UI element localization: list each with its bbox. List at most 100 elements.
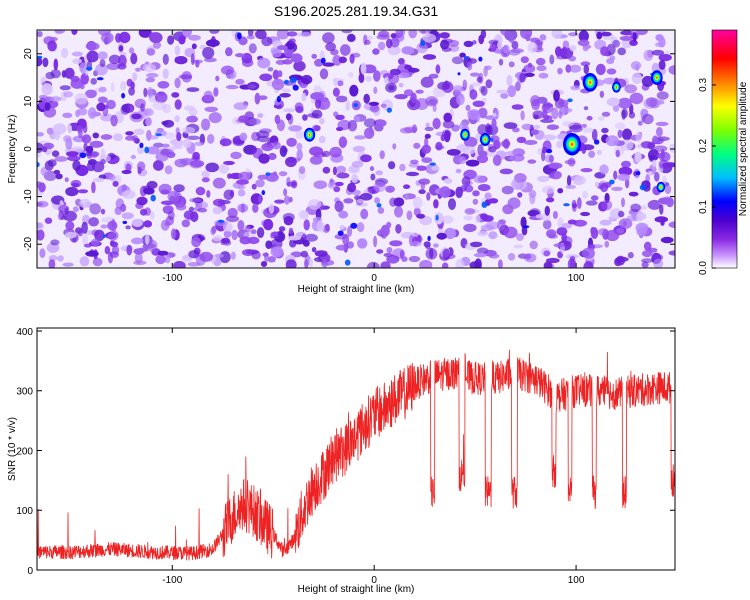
heatmap-cell <box>278 226 286 232</box>
heatmap-cell <box>72 58 82 64</box>
heatmap-cell <box>310 92 324 101</box>
heatmap-cell <box>170 228 177 240</box>
heatmap-cell <box>241 249 255 256</box>
heatmap-cell <box>82 123 88 134</box>
heatmap-cell <box>221 237 231 244</box>
colorbar-tick-label: 0.3 <box>698 78 709 92</box>
heatmap-cell <box>618 97 632 109</box>
heatmap-cell <box>389 240 403 247</box>
heatmap-cell <box>285 259 297 268</box>
heatmap-cell <box>379 150 385 160</box>
heatmap-cell <box>276 30 290 40</box>
heatmap-cell <box>281 88 291 93</box>
heatmap-cell <box>257 174 269 180</box>
heatmap-cell <box>287 113 294 125</box>
heatmap-cell <box>343 198 354 204</box>
heatmap-cell <box>416 165 427 171</box>
heatmap-cell <box>252 203 259 213</box>
heatmap-cell <box>96 77 104 81</box>
heatmap-cell <box>550 170 562 180</box>
heatmap-cell <box>51 150 60 157</box>
heatmap-cell <box>519 72 526 83</box>
heatmap-cell <box>601 111 611 117</box>
heatmap-cell <box>421 144 431 154</box>
heatmap-cell <box>212 177 226 189</box>
heatmap-cell <box>132 135 139 143</box>
heatmap-cell <box>511 40 519 50</box>
heatmap-cell <box>390 33 397 39</box>
heatmap-cell <box>647 199 662 210</box>
heatmap-cell <box>615 149 620 158</box>
heatmap-cell <box>218 164 229 174</box>
heatmap-cell <box>472 190 480 197</box>
heatmap-cell <box>532 110 544 119</box>
heatmap-cell <box>131 113 142 120</box>
heatmap-cell <box>562 121 575 127</box>
heatmap-cell <box>476 154 489 164</box>
heatmap-cell <box>536 65 547 72</box>
heatmap-cell <box>335 114 345 121</box>
heatmap-cell <box>164 221 171 227</box>
heatmap-cell <box>654 216 669 223</box>
heatmap-cell <box>272 141 281 150</box>
heatmap-cell <box>594 181 599 188</box>
heatmap-cell <box>637 120 643 126</box>
heatmap-cell <box>212 235 223 242</box>
heatmap-cell <box>262 252 269 257</box>
heatmap-cell <box>117 63 127 70</box>
heatmap-cell <box>442 262 449 268</box>
heatmap-cell <box>296 142 303 151</box>
heatmap-cell <box>508 49 521 56</box>
heatmap-cell <box>596 31 603 40</box>
heatmap-cell <box>190 53 195 66</box>
heatmap-cell <box>153 142 164 148</box>
heatmap-cell <box>369 166 375 172</box>
heatmap-cell <box>146 146 160 155</box>
heatmap-cell <box>85 89 97 99</box>
heatmap-cell <box>606 58 615 65</box>
snr-y-ticks: 0 100 200 300 400 <box>16 327 675 577</box>
heatmap-cell <box>332 87 340 97</box>
heatmap-cell <box>583 261 594 268</box>
heatmap-cell <box>635 30 648 36</box>
heatmap-cell <box>238 115 249 123</box>
heatmap-cell <box>399 163 406 172</box>
heatmap-cell <box>477 230 488 237</box>
heatmap-cell <box>577 39 590 47</box>
heatmap-cell <box>581 127 594 133</box>
heatmap-cell <box>425 122 430 128</box>
heatmap-cell <box>373 86 378 94</box>
heatmap-cell <box>376 203 382 208</box>
heatmap-cell <box>162 53 169 65</box>
heatmap-cell <box>546 148 553 154</box>
heatmap-cell <box>220 65 235 75</box>
heatmap-cell <box>609 179 615 185</box>
heatmap-cell <box>251 250 261 260</box>
heatmap-cell <box>45 71 55 80</box>
colorbar-frame <box>711 29 738 269</box>
y-tick-label: -10 <box>23 189 34 204</box>
heatmap-cell <box>410 241 422 247</box>
heatmap-cell <box>100 208 106 215</box>
heatmap-cell <box>81 221 88 234</box>
heatmap-cell <box>337 230 344 236</box>
heatmap-cell <box>182 30 192 38</box>
heatmap-cell <box>568 32 579 37</box>
heatmap-cell <box>498 259 503 268</box>
heatmap-cell <box>531 99 541 111</box>
heatmap-cell <box>520 30 533 39</box>
heatmap-cell <box>319 117 325 125</box>
heatmap-cell <box>147 86 153 99</box>
heatmap-cell <box>174 56 180 62</box>
heatmap-cell <box>461 146 476 155</box>
heatmap-cell <box>356 198 364 204</box>
heatmap-cell <box>257 135 270 143</box>
heatmap-cell <box>237 184 246 190</box>
heatmap-cell <box>146 48 156 56</box>
heatmap-cell <box>435 141 443 151</box>
y-tick-label: 400 <box>16 327 33 338</box>
heatmap-cell <box>181 219 190 228</box>
heatmap-cell <box>155 254 166 265</box>
heatmap-cell <box>72 206 79 213</box>
